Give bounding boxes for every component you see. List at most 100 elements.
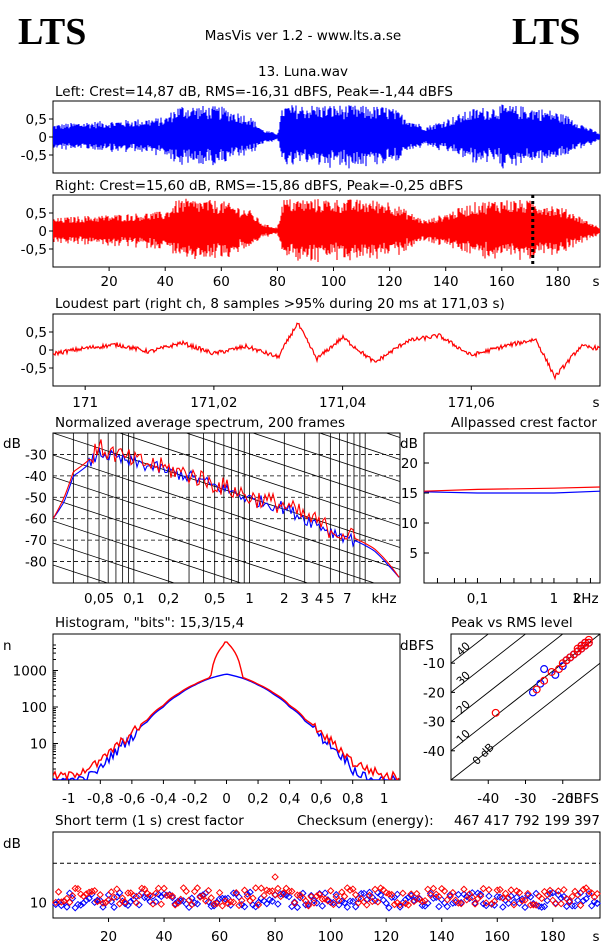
short-term-crest-point-right <box>60 897 68 905</box>
short-term-crest-point-left <box>343 903 352 911</box>
short-term-crest-point-left <box>307 891 315 900</box>
short-term-crest-point-right <box>274 884 282 893</box>
short-term-crest-point-right <box>449 888 457 897</box>
short-term-crest-point-left <box>512 893 521 902</box>
short-term-crest-point-right <box>185 896 193 904</box>
short-term-crest-point-left <box>418 901 427 910</box>
short-term-crest-xtick-label: 40 <box>155 929 172 945</box>
allpassed-crest-series-left <box>423 490 601 494</box>
short-term-crest-point-left <box>346 897 354 905</box>
short-term-crest-point-right <box>146 891 154 900</box>
short-term-crest-point-right <box>565 898 574 906</box>
short-term-crest-point-right <box>463 896 471 904</box>
peak-vs-rms-point-right <box>547 667 556 676</box>
spectrum-xtick-label: 7 <box>343 591 352 607</box>
short-term-crest-point-right <box>152 889 160 898</box>
spectrum-slope-line <box>185 433 400 504</box>
short-term-crest-point-left <box>318 902 327 910</box>
short-term-crest-xtick-label: 100 <box>318 929 344 945</box>
short-term-crest-point-right <box>121 898 129 906</box>
short-term-crest-point-left <box>326 898 335 907</box>
short-term-crest-point-left <box>215 895 224 903</box>
short-term-crest-point-right <box>135 891 143 900</box>
short-term-crest-point-left <box>127 897 135 906</box>
spectrum-xtick-label: 5 <box>326 591 335 607</box>
short-term-crest-point-left <box>82 896 91 904</box>
logo-left: LTS <box>18 11 86 53</box>
right-waveform-xunit-label: s <box>592 274 599 290</box>
short-term-crest-point-right <box>238 896 246 905</box>
spectrum-series-right <box>53 439 400 578</box>
short-term-crest-point-right <box>507 886 515 894</box>
short-term-crest-point-right <box>504 894 513 902</box>
short-term-crest-point-right <box>257 884 265 892</box>
loudest-part-ytick-label: 0,5 <box>26 325 47 341</box>
short-term-crest-point-right <box>418 897 427 906</box>
checksum-value: 467 417 792 199 397 <box>454 813 600 829</box>
short-term-crest-point-left <box>107 897 116 906</box>
short-term-crest-point-left <box>93 896 102 904</box>
short-term-crest-point-left <box>521 903 529 912</box>
short-term-crest-point-left <box>71 904 79 912</box>
short-term-crest-xtick-label: 20 <box>100 929 117 945</box>
histogram-xtick-label: 0 <box>222 791 231 807</box>
short-term-crest-point-right <box>107 888 116 896</box>
short-term-crest-point-left <box>401 895 410 904</box>
short-term-crest-xtick-label: 60 <box>211 929 228 945</box>
short-term-crest-point-left <box>246 888 254 896</box>
spectrum-ytick-label: -30 <box>25 447 47 463</box>
short-term-crest-point-right <box>79 892 88 900</box>
short-term-crest-point-right <box>529 901 538 909</box>
short-term-crest-point-left <box>85 894 93 903</box>
right-waveform-xtick-label: 40 <box>157 274 174 290</box>
short-term-crest-point-left <box>251 903 260 911</box>
peak-vs-rms-xtick-label: -30 <box>514 791 536 807</box>
short-term-crest-point-right <box>476 892 485 900</box>
short-term-crest-point-right <box>163 891 171 900</box>
short-term-crest-point-right <box>210 900 218 908</box>
short-term-crest-point-right <box>579 885 588 894</box>
short-term-crest-point-right <box>413 889 421 898</box>
short-term-crest-point-right <box>390 900 399 909</box>
short-term-crest-point-right <box>307 892 315 901</box>
short-term-crest-point-right <box>207 894 215 902</box>
spectrum-xtick-label: 3 <box>300 591 309 607</box>
peak-vs-rms-point-right <box>555 665 564 674</box>
short-term-crest-point-right <box>490 897 499 906</box>
short-term-crest-ytick-label: 10 <box>30 895 47 911</box>
short-term-crest-point-left <box>293 903 302 912</box>
short-term-crest-point-right <box>213 899 221 908</box>
spectrum-ytick-label: -70 <box>25 533 47 549</box>
histogram-xtick-label: 0,6 <box>310 791 331 807</box>
spectrum-xtick-label: 0,5 <box>204 591 225 607</box>
short-term-crest-point-left <box>382 899 390 907</box>
short-term-crest-point-left <box>435 902 443 911</box>
spectrum-slope-line <box>318 433 400 460</box>
short-term-crest-point-left <box>440 899 449 907</box>
right-waveform-ytick-label: 0,5 <box>26 206 47 222</box>
spectrum-slope-line <box>53 520 243 583</box>
shortcrest-ylabel: dB <box>3 836 21 852</box>
short-term-crest-point-right <box>568 892 576 901</box>
short-term-crest-point-right <box>593 890 601 898</box>
short-term-crest-point-left <box>579 897 588 905</box>
short-term-crest-point-left <box>196 892 204 900</box>
short-term-crest-point-right <box>251 884 260 892</box>
spectrum-ytick-label: -40 <box>25 469 47 485</box>
spectrum-xtick-label: 1 <box>245 591 254 607</box>
peak-vs-rms-ytick-label: -20 <box>423 685 445 701</box>
left-waveform-ytick-label: -0,5 <box>21 148 47 164</box>
peak-vs-rms-point-right <box>584 635 593 644</box>
short-term-crest-point-right <box>518 897 526 905</box>
short-term-crest-point-right <box>82 890 91 898</box>
short-term-crest-point-right <box>351 891 360 899</box>
short-term-crest-xtick-label: 140 <box>429 929 455 945</box>
allpassed-crest-series-right <box>423 486 601 492</box>
spectrum-frame <box>52 432 401 584</box>
loudest-part-xtick-label: 171,02 <box>190 395 237 411</box>
short-term-crest-point-right <box>132 899 141 907</box>
short-term-crest-point-right <box>485 886 493 894</box>
short-term-crest-point-right <box>329 900 338 909</box>
short-term-crest-point-left <box>240 902 249 911</box>
short-term-crest-point-left <box>193 900 202 908</box>
